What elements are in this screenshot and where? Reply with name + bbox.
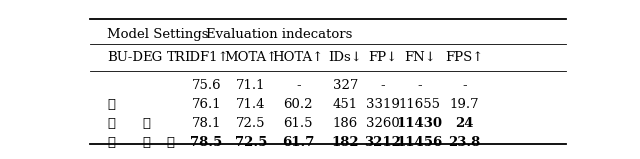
Text: 76.1: 76.1: [191, 98, 221, 111]
Text: 71.1: 71.1: [236, 79, 266, 92]
Text: 72.5: 72.5: [235, 136, 268, 149]
Text: 24: 24: [455, 117, 474, 130]
Text: 3212: 3212: [364, 136, 401, 149]
Text: BU-D: BU-D: [108, 51, 143, 64]
Text: EG: EG: [142, 51, 163, 64]
Text: 186: 186: [333, 117, 358, 130]
Text: 11456: 11456: [397, 136, 443, 149]
Text: FN↓: FN↓: [404, 51, 436, 64]
Text: 78.1: 78.1: [192, 117, 221, 130]
Text: 72.5: 72.5: [236, 117, 266, 130]
Text: 78.5: 78.5: [190, 136, 223, 149]
Text: IDF1↑: IDF1↑: [184, 51, 228, 64]
Text: ✓: ✓: [142, 136, 150, 149]
Text: Model Settings: Model Settings: [108, 28, 209, 41]
Text: -: -: [380, 79, 385, 92]
Text: -: -: [417, 79, 422, 92]
Text: 11430: 11430: [397, 117, 443, 130]
Text: 182: 182: [332, 136, 359, 149]
Text: 61.5: 61.5: [284, 117, 313, 130]
Text: 327: 327: [333, 79, 358, 92]
Text: 75.6: 75.6: [191, 79, 221, 92]
Text: FPS↑: FPS↑: [445, 51, 484, 64]
Text: IDs↓: IDs↓: [328, 51, 362, 64]
Text: FP↓: FP↓: [368, 51, 397, 64]
Text: 19.7: 19.7: [449, 98, 479, 111]
Text: 3319: 3319: [365, 98, 399, 111]
Text: Evaluation indecators: Evaluation indecators: [207, 28, 353, 41]
Text: 61.7: 61.7: [282, 136, 314, 149]
Text: ✓: ✓: [142, 117, 150, 130]
Text: HOTA↑: HOTA↑: [273, 51, 324, 64]
Text: 451: 451: [333, 98, 358, 111]
Text: ✓: ✓: [108, 136, 115, 149]
Text: -: -: [462, 79, 467, 92]
Text: 23.8: 23.8: [448, 136, 481, 149]
Text: 11655: 11655: [399, 98, 441, 111]
Text: ✓: ✓: [108, 117, 115, 130]
Text: 3260: 3260: [365, 117, 399, 130]
Text: 71.4: 71.4: [236, 98, 266, 111]
Text: ✓: ✓: [167, 136, 175, 149]
Text: TR: TR: [167, 51, 186, 64]
Text: ✓: ✓: [108, 98, 115, 111]
Text: MOTA↑: MOTA↑: [225, 51, 278, 64]
Text: 60.2: 60.2: [284, 98, 313, 111]
Text: -: -: [296, 79, 301, 92]
